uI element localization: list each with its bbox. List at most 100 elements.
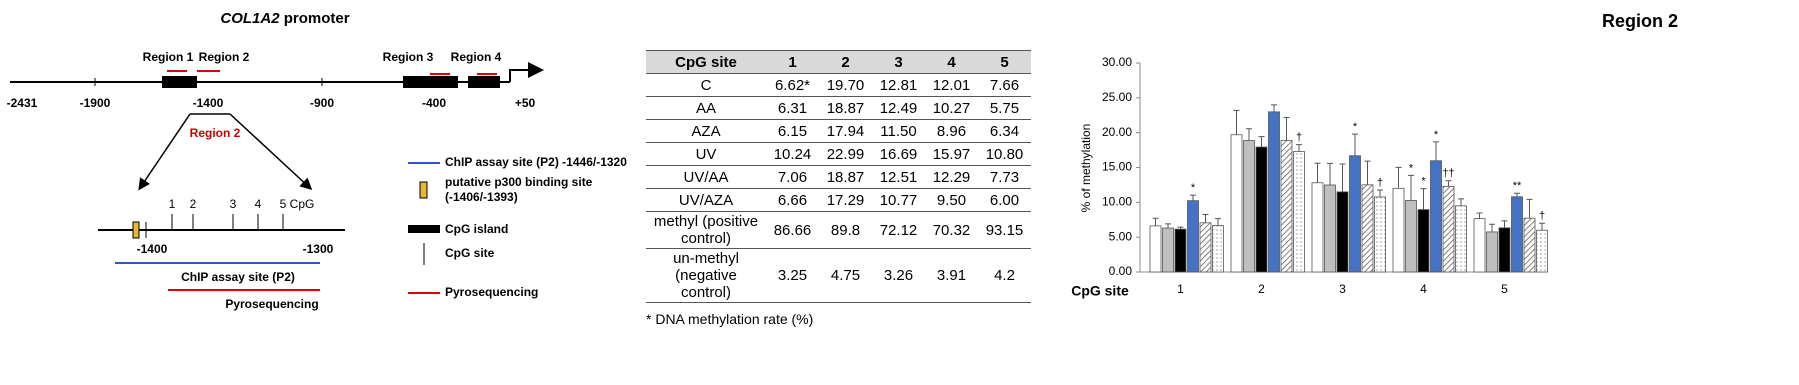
pyro-marks [167, 70, 497, 75]
table-cell: 4 [925, 50, 978, 74]
error-bar [1408, 174, 1414, 201]
table-cell: 2 [819, 50, 872, 74]
table-cell: 72.12 [872, 211, 925, 249]
y-tick-label: 15.00 [1102, 160, 1132, 174]
table-cell: 9.50 [925, 188, 978, 212]
cpg-island [162, 76, 197, 88]
table-cell: 17.94 [819, 119, 872, 143]
position-label: -1900 [80, 96, 111, 110]
table-cell: 5.75 [978, 96, 1031, 120]
pyro-label: Pyrosequencing [225, 297, 318, 311]
significance-mark: * [1191, 182, 1196, 194]
bar [1486, 231, 1498, 273]
error-bar [1271, 104, 1277, 112]
table-cell: 17.29 [819, 188, 872, 212]
promoter-diagram: COL1A2 promoter Region 1 Region 2 Region… [7, 10, 628, 311]
table-cell: 15.97 [925, 142, 978, 166]
x-tick-label: 5 [1501, 282, 1508, 296]
error-bar [1283, 117, 1290, 141]
error-bar [1395, 166, 1402, 189]
bar [1405, 200, 1417, 273]
error-bar [1327, 162, 1333, 185]
error-bar [1501, 220, 1508, 228]
significance-mark: †† [1442, 168, 1454, 180]
bar [1417, 209, 1430, 273]
table-cell: 16.69 [872, 142, 925, 166]
table-row: UV/AA 7.06 18.87 12.51 12.29 7.73 [646, 165, 1031, 189]
position-label: -900 [310, 96, 334, 110]
methylation-table: CpG site 1 2 3 4 5 C 6.62* 19.70 12.81 12.01 7.66 AA… [646, 50, 1031, 303]
cpg-label: 5 [280, 197, 287, 211]
legend-label: CpG island [445, 222, 508, 236]
table-cell: UV [646, 142, 766, 166]
table-cell: 6.00 [978, 188, 1031, 212]
cpg-island [403, 76, 458, 88]
table-cell: 6.62* [766, 73, 819, 97]
diagram-title: COL1A2 promoter [220, 10, 349, 27]
table-cell: 7.66 [978, 73, 1031, 97]
x-tick-label: 3 [1339, 282, 1346, 296]
error-bar [1458, 198, 1464, 206]
bar [1523, 217, 1536, 273]
x-tick-label: 4 [1420, 282, 1427, 296]
bar [1162, 227, 1174, 273]
table-cell: methyl (positive control) [646, 211, 766, 249]
table-cell: 6.31 [766, 96, 819, 120]
error-bar [1352, 133, 1358, 156]
table-cell: 10.80 [978, 142, 1031, 166]
error-bar [1489, 223, 1495, 232]
table-footnote: * DNA methylation rate (%) [646, 311, 814, 327]
bar [1498, 227, 1511, 273]
table-cell: C [646, 73, 766, 97]
table-row: CpG site 1 2 3 4 5 [646, 50, 1031, 74]
chart-title: Region 2 [1602, 11, 1678, 31]
bar [1187, 200, 1199, 273]
table-cell: 11.50 [872, 119, 925, 143]
error-bar [1215, 218, 1221, 226]
bar [1455, 205, 1467, 273]
bar [1268, 111, 1280, 273]
error-bar [1433, 141, 1439, 161]
bar [1511, 196, 1523, 273]
table-cell: 6.15 [766, 119, 819, 143]
position-label: +50 [515, 96, 536, 110]
bar [1392, 187, 1405, 273]
x-tick-label: 1 [1177, 282, 1184, 296]
y-tick-label: 5.00 [1109, 229, 1133, 243]
bar [1230, 134, 1243, 273]
y-tick-label: 0.00 [1109, 264, 1133, 278]
table-row: methyl (positive control) 86.66 89.8 72.12 7… [646, 211, 1031, 249]
table-cell: 10.27 [925, 96, 978, 120]
table-cell: 18.87 [819, 96, 872, 120]
table-row: AZA 6.15 17.94 11.50 8.96 6.34 [646, 119, 1031, 143]
bar [1212, 225, 1224, 273]
table-cell: un-methyl (negative control) [646, 248, 766, 303]
region-label: Region 3 [383, 50, 434, 64]
position-label: -400 [422, 96, 446, 110]
zoom-label: Region 2 [190, 126, 241, 140]
region-label: Region 4 [451, 50, 502, 64]
zoom-lines [138, 113, 313, 191]
table-row: C 6.62* 19.70 12.81 12.01 7.66 [646, 73, 1031, 97]
y-tick-label: 25.00 [1102, 90, 1132, 104]
error-bar [1233, 109, 1240, 135]
error-bar [1202, 213, 1209, 223]
error-bar [1420, 188, 1427, 210]
error-bar [1476, 212, 1483, 219]
table-cell: 10.24 [766, 142, 819, 166]
table-cell: UV/AA [646, 165, 766, 189]
table-row: AA 6.31 18.87 12.49 10.27 5.75 [646, 96, 1031, 120]
significance-mark: † [1539, 210, 1545, 222]
table-cell: 1 [766, 50, 819, 74]
error-bar [1526, 198, 1533, 219]
bar [1324, 184, 1336, 273]
y-axis-label: % of methylation [1079, 124, 1093, 213]
cpg-ticks [145, 214, 284, 238]
bar [1293, 151, 1305, 273]
legend-swatch [419, 181, 428, 199]
bar [1149, 225, 1162, 273]
position-label: -1400 [193, 96, 224, 110]
significance-mark: * [1409, 162, 1414, 174]
table-cell: 5 [978, 50, 1031, 74]
error-bar [1152, 217, 1159, 226]
